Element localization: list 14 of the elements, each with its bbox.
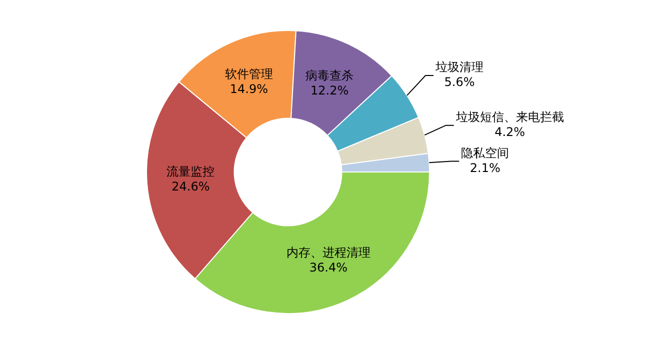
data-label: 5.6%: [444, 75, 475, 90]
data-label: 24.6%: [172, 180, 210, 194]
slice-label: 软件管理: [224, 67, 273, 82]
slice-label: 隐私空间: [461, 146, 510, 160]
data-label: 12.2%: [310, 83, 349, 98]
slice-label: 垃圾短信、来电拦截: [454, 110, 564, 124]
data-label: 4.2%: [494, 124, 526, 139]
data-label: 2.1%: [470, 160, 500, 175]
slice-label: 流量监控: [166, 164, 215, 179]
data-label: 36.4%: [309, 260, 348, 274]
slice-label: 病毒查杀: [306, 68, 354, 82]
data-label: 14.9%: [230, 82, 268, 96]
slice-label: 垃圾清理: [434, 60, 484, 74]
slice-label: 内存、进程清理: [286, 245, 370, 260]
